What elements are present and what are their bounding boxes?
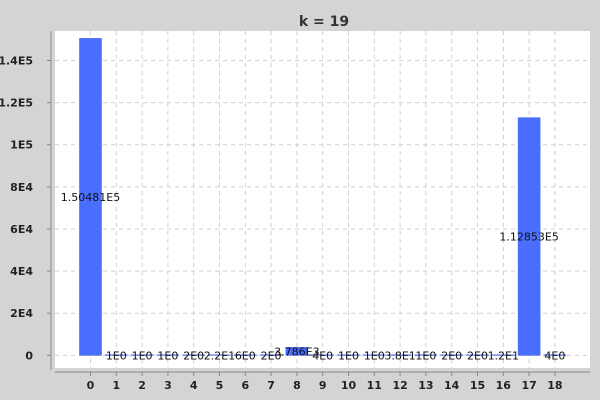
value-label-16: 1.2E1 <box>488 349 519 362</box>
value-label-12: 3.8E1 <box>384 349 415 362</box>
y-tick-label-3: 6E4 <box>10 223 33 236</box>
bar-16 <box>492 354 515 356</box>
x-tick-label-14: 14 <box>444 379 460 392</box>
x-tick-label-16: 16 <box>496 379 512 392</box>
x-tick-label-15: 15 <box>470 379 485 392</box>
value-label-6: 6E0 <box>235 349 256 362</box>
bar-12 <box>388 354 412 356</box>
bars <box>79 38 567 356</box>
bar-10 <box>337 354 360 356</box>
x-tick-label-5: 5 <box>216 379 224 392</box>
x-tick-label-6: 6 <box>241 379 249 392</box>
x-tick-label-10: 10 <box>341 379 357 392</box>
x-tick-label-3: 3 <box>164 379 172 392</box>
bar-1 <box>105 354 128 356</box>
y-tick-label-0: 0 <box>25 349 33 362</box>
value-label-0: 1.50481E5 <box>61 191 120 204</box>
x-tick-label-9: 9 <box>319 379 327 392</box>
y-tick-label-7: 1.4E5 <box>0 54 33 67</box>
y-tick-label-5: 1E5 <box>10 139 33 152</box>
x-tick-label-0: 0 <box>87 379 95 392</box>
bar-13 <box>414 354 438 356</box>
bar-11 <box>363 354 386 356</box>
bar-3 <box>156 354 180 356</box>
bar-14 <box>440 354 463 356</box>
y-tick-label-4: 8E4 <box>10 181 33 194</box>
bar-15 <box>466 354 489 356</box>
bar-2 <box>130 354 154 356</box>
bar-17 <box>517 117 541 356</box>
value-label-3: 1E0 <box>157 349 178 362</box>
y-tick-label-6: 1.2E5 <box>0 97 33 110</box>
value-label-14: 2E0 <box>441 349 462 362</box>
value-label-17: 1.12853E5 <box>499 231 558 244</box>
bar-5 <box>208 354 231 356</box>
bar-0 <box>79 38 102 356</box>
value-label-15: 2E0 <box>467 349 488 362</box>
value-label-9: 4E0 <box>312 349 333 362</box>
value-label-13: 1E0 <box>415 349 436 362</box>
x-tick-label-1: 1 <box>112 379 120 392</box>
x-tick-label-7: 7 <box>267 379 275 392</box>
value-label-1: 1E0 <box>106 349 127 362</box>
value-label-11: 1E0 <box>364 349 385 362</box>
value-label-2: 1E0 <box>132 349 153 362</box>
bar-18 <box>543 354 567 356</box>
value-label-4: 2E0 <box>183 349 204 362</box>
value-label-10: 1E0 <box>338 349 359 362</box>
bar-4 <box>182 354 205 356</box>
bar-6 <box>234 354 257 356</box>
y-tick-label-2: 4E4 <box>10 265 33 278</box>
x-tick-label-2: 2 <box>138 379 146 392</box>
y-tick-label-1: 2E4 <box>10 307 33 320</box>
chart-title: k = 19 <box>299 14 349 30</box>
x-tick-label-12: 12 <box>392 379 407 392</box>
value-label-5: 2.2E1 <box>204 349 235 362</box>
x-tick-label-8: 8 <box>293 379 301 392</box>
x-tick-label-11: 11 <box>367 379 382 392</box>
value-label-8: 3.786E3 <box>274 345 319 358</box>
value-label-18: 4E0 <box>544 349 565 362</box>
x-tick-label-17: 17 <box>521 379 536 392</box>
bar-7 <box>259 354 283 356</box>
bar-8 <box>285 347 309 356</box>
value-label-7: 2E0 <box>261 349 282 362</box>
bar-9 <box>311 354 334 356</box>
x-tick-label-18: 18 <box>547 379 562 392</box>
x-tick-label-4: 4 <box>190 379 198 392</box>
x-tick-label-13: 13 <box>418 379 433 392</box>
